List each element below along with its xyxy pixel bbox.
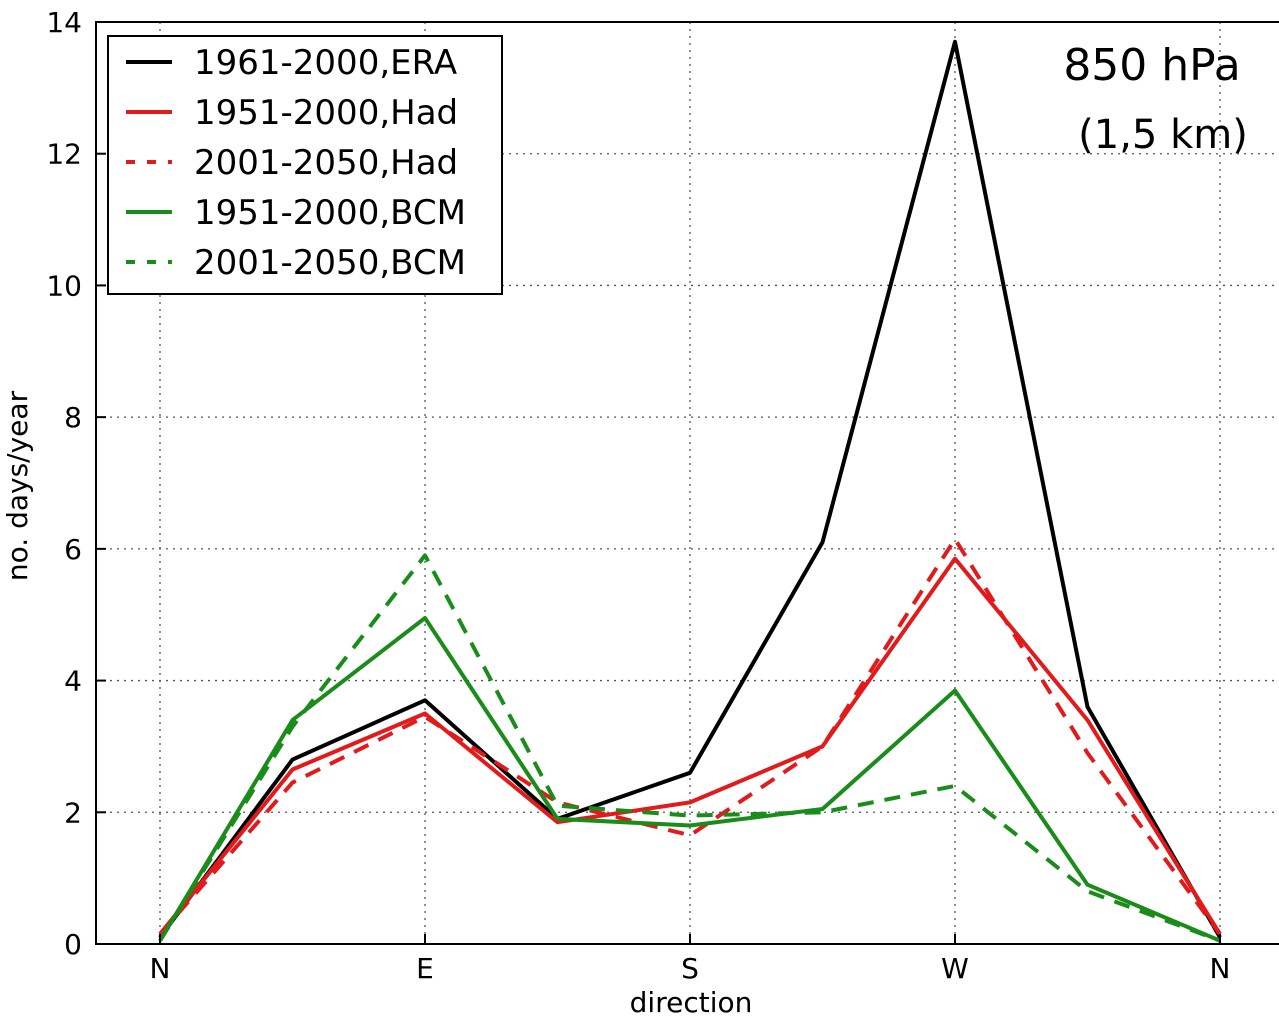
legend-label-1: 1951-2000,Had xyxy=(194,93,458,133)
y-axis-label: no. days/year xyxy=(1,390,34,581)
y-tick-label: 10 xyxy=(46,269,82,302)
y-tick-label: 4 xyxy=(64,665,82,698)
legend: 1961-2000,ERA 1951-2000,Had 2001-2050,Had 1… xyxy=(107,35,503,295)
legend-label-0: 1961-2000,ERA xyxy=(194,43,457,83)
x-tick-label: W xyxy=(941,952,969,985)
y-tick-label: 14 xyxy=(46,6,82,39)
y-tick-label: 6 xyxy=(64,533,82,566)
chart-title: 850 hPa xyxy=(1063,40,1240,91)
y-tick-label: 8 xyxy=(64,401,82,434)
plot-frame xyxy=(95,21,1279,945)
x-tick-label: N xyxy=(150,952,171,985)
y-tick-label: 2 xyxy=(64,796,82,829)
legend-label-4: 2001-2050,BCM xyxy=(194,243,466,283)
series-line-2 xyxy=(158,537,1222,936)
series-lines xyxy=(158,39,1222,943)
chart-subtitle: (1,5 km) xyxy=(1078,112,1248,158)
legend-label-3: 1951-2000,BCM xyxy=(194,193,466,233)
y-tick-label: 12 xyxy=(46,138,82,171)
legend-box xyxy=(107,35,503,295)
x-tick-label: S xyxy=(681,952,699,985)
x-tick-label: E xyxy=(416,952,434,985)
y-tick-label: 0 xyxy=(64,928,82,961)
series-line-0 xyxy=(158,39,1222,939)
legend-label-2: 2001-2050,Had xyxy=(194,143,458,183)
axis-ticks: 0 2 4 6 8 10 12 14 N E S W N xyxy=(46,6,1230,985)
series-line-3 xyxy=(158,616,1221,943)
x-axis-label: direction xyxy=(630,986,753,1019)
x-tick-label: N xyxy=(1210,952,1231,985)
series-line-1 xyxy=(158,556,1222,936)
